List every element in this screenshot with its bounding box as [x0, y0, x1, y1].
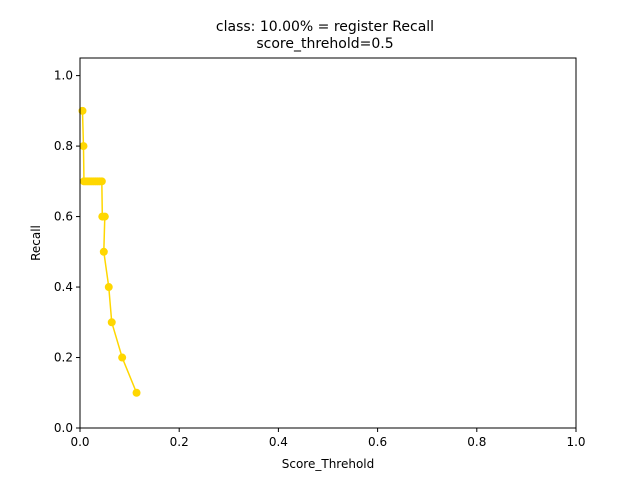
x-tick-label: 0.2	[170, 435, 189, 449]
data-point	[107, 318, 116, 327]
data-point	[132, 388, 141, 397]
chart-subtitle: score_threhold=0.5	[256, 36, 393, 52]
y-tick-label: 0.2	[54, 351, 73, 365]
x-tick-label: 1.0	[566, 435, 585, 449]
x-axis-label: Score_Threhold	[282, 457, 375, 471]
y-tick-label: 1.0	[54, 69, 73, 83]
y-tick-label: 0.6	[54, 210, 73, 224]
axis-ticks: 0.0 0.2 0.4 0.6 0.8 1.0 0.0 0.2 0.4 0.6 0.8 1.0	[54, 69, 586, 449]
chart-title: class: 10.00% = register Recall	[216, 19, 434, 35]
data-point	[97, 177, 106, 186]
y-tick-label: 0.4	[54, 280, 73, 294]
plot-frame	[79, 57, 577, 429]
x-tick-label: 0.4	[269, 435, 288, 449]
x-tick-label: 0.0	[70, 435, 89, 449]
series-layer	[78, 106, 141, 397]
y-tick-label: 0.8	[54, 139, 73, 153]
data-point	[99, 247, 108, 256]
data-point	[118, 353, 127, 362]
x-tick-label: 0.6	[368, 435, 387, 449]
series-line	[81, 110, 138, 394]
data-point	[104, 283, 113, 292]
y-axis-label: Recall	[29, 225, 43, 261]
y-tick-label: 0.0	[54, 421, 73, 435]
x-tick-label: 0.8	[467, 435, 486, 449]
data-point	[100, 212, 109, 221]
data-point	[79, 142, 88, 151]
